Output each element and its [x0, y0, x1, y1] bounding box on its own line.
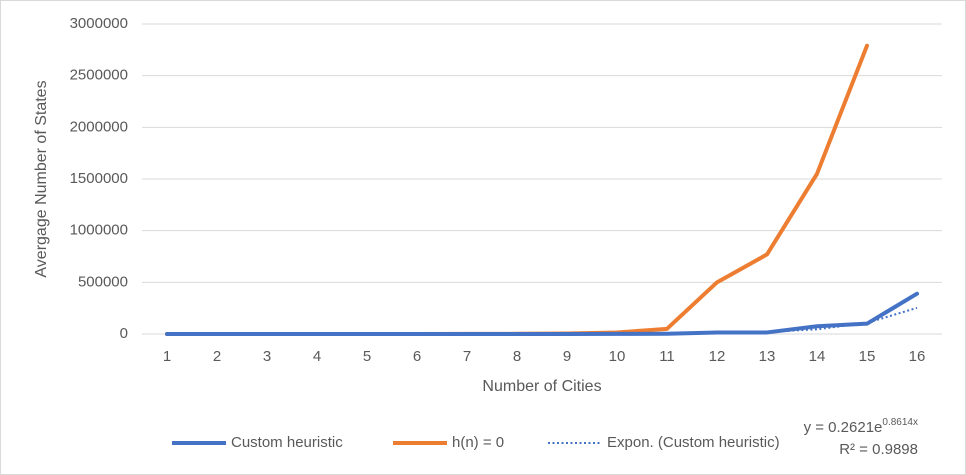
x-tick-label: 15 [859, 348, 876, 365]
y-tick-label: 500000 [78, 273, 128, 290]
trend-equation: y = 0.2621e0.8614x [804, 417, 918, 436]
x-tick-label: 13 [759, 348, 776, 365]
y-tick-label: 0 [120, 325, 128, 342]
exponent: 0.8614x [882, 417, 918, 428]
y-tick-label: 2000000 [70, 118, 128, 135]
x-tick-label: 8 [513, 348, 521, 365]
y-axis-title: Avergage Number of States [33, 80, 50, 277]
x-axis-title: Number of Cities [482, 378, 601, 395]
legend-label: Custom heuristic [231, 434, 343, 451]
x-tick-label: 10 [609, 348, 626, 365]
x-tick-label: 7 [463, 348, 471, 365]
y-tick-label: 1000000 [70, 222, 128, 239]
y-tick-label: 2500000 [70, 67, 128, 84]
legend-label: Expon. (Custom heuristic) [607, 434, 780, 451]
x-tick-label: 2 [213, 348, 221, 365]
x-tick-label: 1 [163, 348, 171, 365]
x-tick-label: 4 [313, 348, 321, 365]
x-tick-label: 9 [563, 348, 571, 365]
x-tick-label: 11 [659, 348, 675, 365]
y-tick-label: 3000000 [70, 15, 128, 32]
x-tick-label: 14 [809, 348, 826, 365]
equation: y = 0.2621e [804, 419, 883, 436]
x-tick-label: 5 [363, 348, 371, 365]
series-line [165, 291, 919, 336]
x-tick-label: 12 [709, 348, 726, 365]
x-tick-label: 6 [413, 348, 421, 365]
legend-label: h(n) = 0 [452, 434, 504, 451]
r-squared: R² = 0.9898 [839, 441, 918, 458]
x-tick-label: 16 [909, 348, 926, 365]
y-tick-label: 1500000 [70, 170, 128, 187]
x-tick-label: 3 [263, 348, 271, 365]
